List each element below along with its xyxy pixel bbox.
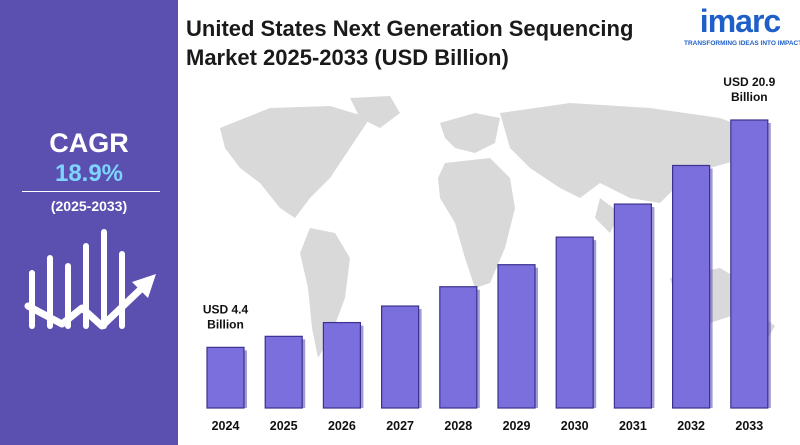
bar-2033	[730, 119, 769, 409]
data-label-2024-line1: USD 4.4	[203, 302, 249, 316]
cagr-divider	[22, 191, 160, 192]
x-tick-label-2028: 2028	[444, 419, 472, 433]
x-tick-label-2027: 2027	[386, 419, 414, 433]
bar-2030	[555, 236, 594, 409]
logo-wordmark: imarc	[699, 3, 781, 39]
cagr-period: (2025-2033)	[50, 198, 128, 214]
bar-2026	[322, 321, 361, 409]
bar-2032	[671, 164, 711, 409]
imarc-logo: imarc TRANSFORMING IDEAS INTO IMPACT	[684, 3, 800, 50]
data-label-2024-line2: Billion	[207, 317, 244, 331]
x-tick-label-2024: 2024	[212, 419, 240, 433]
x-tick-label-2026: 2026	[328, 419, 356, 433]
bar-2025	[264, 335, 303, 409]
x-tick-label-2031: 2031	[619, 419, 647, 433]
data-label-2033-line1: USD 20.9	[723, 75, 775, 89]
left-panel: CAGR 18.9% (2025-2033)	[0, 0, 178, 445]
bar-2027	[381, 305, 420, 409]
cagr-value: 18.9%	[54, 160, 124, 187]
x-tick-label-2032: 2032	[677, 419, 705, 433]
data-label-2033-line2: Billion	[731, 90, 768, 104]
bar-2028	[439, 286, 478, 409]
cagr-label: CAGR	[49, 128, 129, 158]
title-line-1: United States Next Generation Sequencing	[186, 16, 634, 41]
x-tick-label-2025: 2025	[270, 419, 298, 433]
chart-title: United States Next Generation Sequencing…	[186, 14, 676, 72]
growth-bar-chart-arrow-icon	[24, 229, 156, 330]
x-tick-label-2030: 2030	[561, 419, 589, 433]
title-line-2: Market 2025-2033 (USD Billion)	[186, 45, 509, 70]
bar-2031	[613, 203, 653, 409]
x-tick-label-2029: 2029	[503, 419, 531, 433]
bar-2024	[206, 346, 245, 409]
bar-2029	[497, 264, 536, 409]
x-tick-label-2033: 2033	[735, 419, 763, 433]
logo-tagline: TRANSFORMING IDEAS INTO IMPACT	[684, 40, 800, 47]
